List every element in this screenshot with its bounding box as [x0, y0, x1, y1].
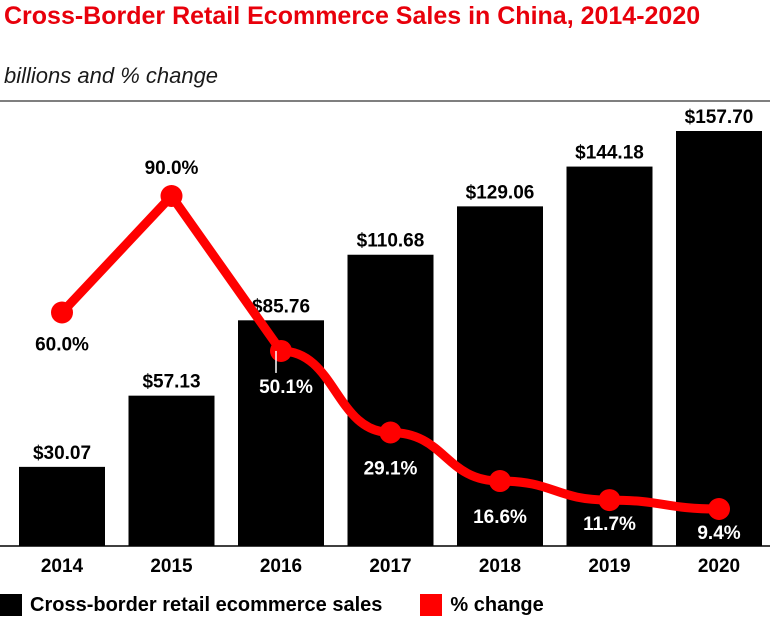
- bar-value-label: $129.06: [466, 182, 535, 203]
- pct-point-2018: [489, 470, 511, 493]
- pct-point-2020: [708, 498, 730, 520]
- legend-label-bars: Cross-border retail ecommerce sales: [30, 593, 383, 616]
- bar-value-label: $157.70: [685, 107, 754, 128]
- pct-point-2014: [51, 301, 73, 324]
- chart-plot: $30.07 $57.13 $85.76 $110.68 $129.06 $144.18 $…: [0, 100, 770, 577]
- pct-value-label: 60.0%: [35, 335, 89, 356]
- legend-swatch-bars: [0, 594, 22, 616]
- bar-2020: [676, 131, 762, 546]
- bar-value-label: $30.07: [33, 443, 91, 464]
- pct-point-2019: [598, 489, 621, 512]
- pct-point-2017: [379, 421, 402, 444]
- bar-2018: [457, 206, 543, 547]
- bar-value-label: $57.13: [142, 372, 200, 393]
- pct-value-label: 9.4%: [697, 523, 740, 544]
- x-tick-label: 2018: [479, 556, 521, 577]
- legend-label-line: % change: [450, 593, 544, 616]
- bar-value-label: $144.18: [575, 143, 644, 164]
- pct-value-label: 16.6%: [473, 507, 527, 528]
- bar-value-label: $110.68: [357, 231, 425, 252]
- x-tick-label: 2015: [150, 556, 193, 577]
- pct-value-label: 11.7%: [583, 514, 636, 535]
- bar-2017: [347, 254, 434, 546]
- x-tick-label: 2014: [41, 556, 84, 577]
- bar-value-label: $85.76: [252, 296, 310, 317]
- chart-title: Cross-Border Retail Ecommerce Sales in C…: [4, 2, 701, 30]
- x-tick-label: 2017: [369, 556, 411, 577]
- bar-2014: [19, 466, 105, 546]
- bar-2019: [566, 166, 653, 546]
- pct-value-label: 29.1%: [364, 458, 418, 479]
- x-tick-label: 2020: [698, 556, 740, 577]
- pct-point-2015: [160, 185, 183, 207]
- x-tick-label: 2019: [588, 556, 630, 577]
- x-tick-label: 2016: [260, 556, 302, 577]
- chart-subtitle: billions and % change: [4, 63, 219, 88]
- legend: Cross-border retail ecommerce sales % ch…: [0, 592, 544, 618]
- pct-value-label: 90.0%: [145, 158, 199, 179]
- bar-2015: [128, 395, 215, 546]
- pct-point-2016: [270, 339, 292, 362]
- pct-change-line: [58, 191, 720, 514]
- pct-value-label: 50.1%: [259, 377, 313, 398]
- legend-swatch-line: [420, 594, 443, 616]
